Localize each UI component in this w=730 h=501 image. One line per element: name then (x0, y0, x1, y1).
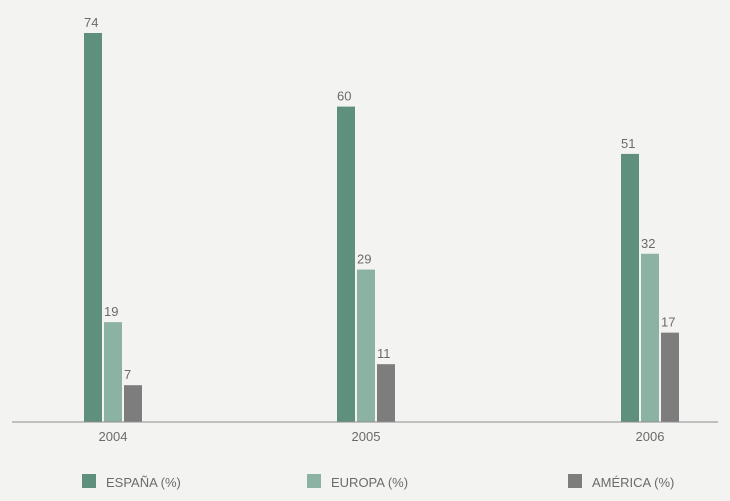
legend-swatch (82, 474, 96, 488)
bar-value-label: 11 (377, 346, 391, 361)
x-tick-label: 2004 (99, 429, 128, 444)
bar-value-label: 17 (661, 315, 675, 330)
bar-3-2005 (377, 364, 395, 422)
legend-swatch (568, 474, 582, 488)
bar-1-2005 (337, 106, 355, 422)
legend-label: AMÉRICA (%) (592, 475, 674, 490)
legend-label: EUROPA (%) (331, 475, 408, 490)
bar-1-2004 (84, 33, 102, 422)
x-tick-label: 2005 (352, 429, 381, 444)
legend-label: ESPAÑA (%) (106, 475, 181, 490)
bar-3-2006 (661, 332, 679, 422)
bar-2-2004 (104, 322, 122, 422)
bar-value-label: 19 (104, 304, 118, 319)
bar-value-label: 29 (357, 252, 371, 267)
legend-swatch (307, 474, 321, 488)
bar-value-label: 51 (621, 136, 635, 151)
bar-value-label: 74 (84, 15, 98, 30)
bar-value-label: 7 (124, 367, 131, 382)
bar-3-2004 (124, 385, 142, 422)
bar-value-label: 32 (641, 236, 655, 251)
bar-2-2006 (641, 253, 659, 422)
bar-value-label: 60 (337, 89, 351, 104)
bar-2-2005 (357, 269, 375, 422)
bar-1-2006 (621, 153, 639, 423)
x-tick-label: 2006 (636, 429, 665, 444)
